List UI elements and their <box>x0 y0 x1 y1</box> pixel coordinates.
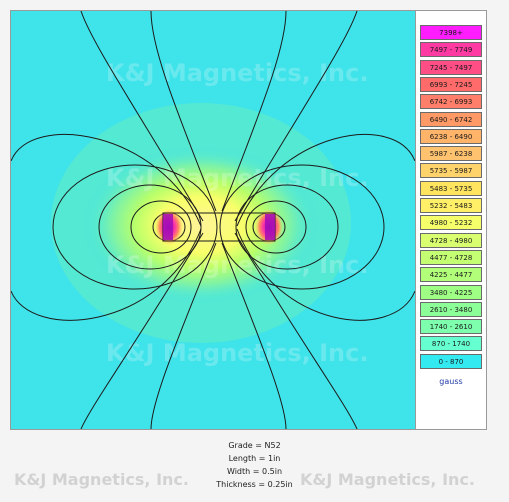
field-loop-right-outer <box>236 133 415 227</box>
pole-right <box>265 214 275 240</box>
field-loop-right <box>245 200 307 254</box>
legend-item: 870 - 1740 <box>420 336 482 352</box>
legend-item: 4225 - 4477 <box>420 267 482 283</box>
magnet-poles <box>155 209 283 245</box>
legend-item: 5987 - 6238 <box>420 146 482 162</box>
field-plot: K&J Magnetics, Inc. K&J Magnetics, Inc. … <box>10 10 416 430</box>
field-line-open <box>80 232 204 429</box>
legend-item: 6742 - 6993 <box>420 94 482 110</box>
field-loop-left <box>130 200 192 254</box>
field-line-open <box>150 242 217 429</box>
pole-left <box>163 214 173 240</box>
legend-item: 7398+ <box>420 25 482 40</box>
legend-item: 2610 - 3480 <box>420 301 482 317</box>
watermark-text: K&J Magnetics, Inc. <box>106 339 368 367</box>
spec-grade: Grade = N52 <box>228 441 281 450</box>
legend-item: 4728 - 4980 <box>420 232 482 248</box>
legend-item: 0 - 870 <box>420 353 482 369</box>
field-line-open <box>150 11 217 212</box>
legend-item: 1740 - 2610 <box>420 319 482 335</box>
field-lines <box>11 11 415 429</box>
legend-item: 3480 - 4225 <box>420 284 482 300</box>
legend-item: 6993 - 7245 <box>420 76 482 92</box>
field-line-open <box>221 11 287 212</box>
legend-item: 7245 - 7497 <box>420 59 482 75</box>
field-line-open <box>221 242 287 429</box>
field-loop-left <box>52 164 218 290</box>
field-line-open <box>234 11 358 222</box>
field-line-open <box>80 11 204 222</box>
caption-watermark: K&J Magnetics, Inc. <box>14 470 189 489</box>
legend-item: 5735 - 5987 <box>420 163 482 179</box>
field-loop-left-outer <box>11 228 202 321</box>
legend-item: 4980 - 5232 <box>420 215 482 231</box>
spec-width: Width = 0.5in <box>226 467 283 476</box>
caption-watermark: K&J Magnetics, Inc. <box>300 470 475 489</box>
legend-item: 7497 - 7749 <box>420 42 482 58</box>
field-line-open <box>234 232 358 429</box>
watermark-text: K&J Magnetics, Inc. <box>106 164 368 192</box>
spec-thickness: Thickness = 0.25in <box>216 480 293 489</box>
field-loop-right <box>219 164 385 290</box>
field-loop-right-outer <box>236 228 415 321</box>
spec-length: Length = 1in <box>228 454 281 463</box>
magnet-specs: K&J Magnetics, Inc. K&J Magnetics, Inc. … <box>0 430 509 502</box>
watermark-text: K&J Magnetics, Inc. <box>106 59 368 87</box>
legend-item: 5483 - 5735 <box>420 180 482 196</box>
legend-item: 5232 - 5483 <box>420 198 482 213</box>
legend-item: 6490 - 6742 <box>420 111 482 127</box>
gauss-legend: 7398+ 7497 - 7749 7245 - 7497 6993 - 7245 67… <box>415 10 487 430</box>
field-loop-left <box>98 184 202 270</box>
field-loop-left-outer <box>11 133 202 227</box>
field-loop-right <box>235 184 339 270</box>
legend-units: gauss <box>439 377 463 386</box>
legend-item: 6238 - 6490 <box>420 128 482 144</box>
legend-item: 4477 - 4728 <box>420 249 482 265</box>
